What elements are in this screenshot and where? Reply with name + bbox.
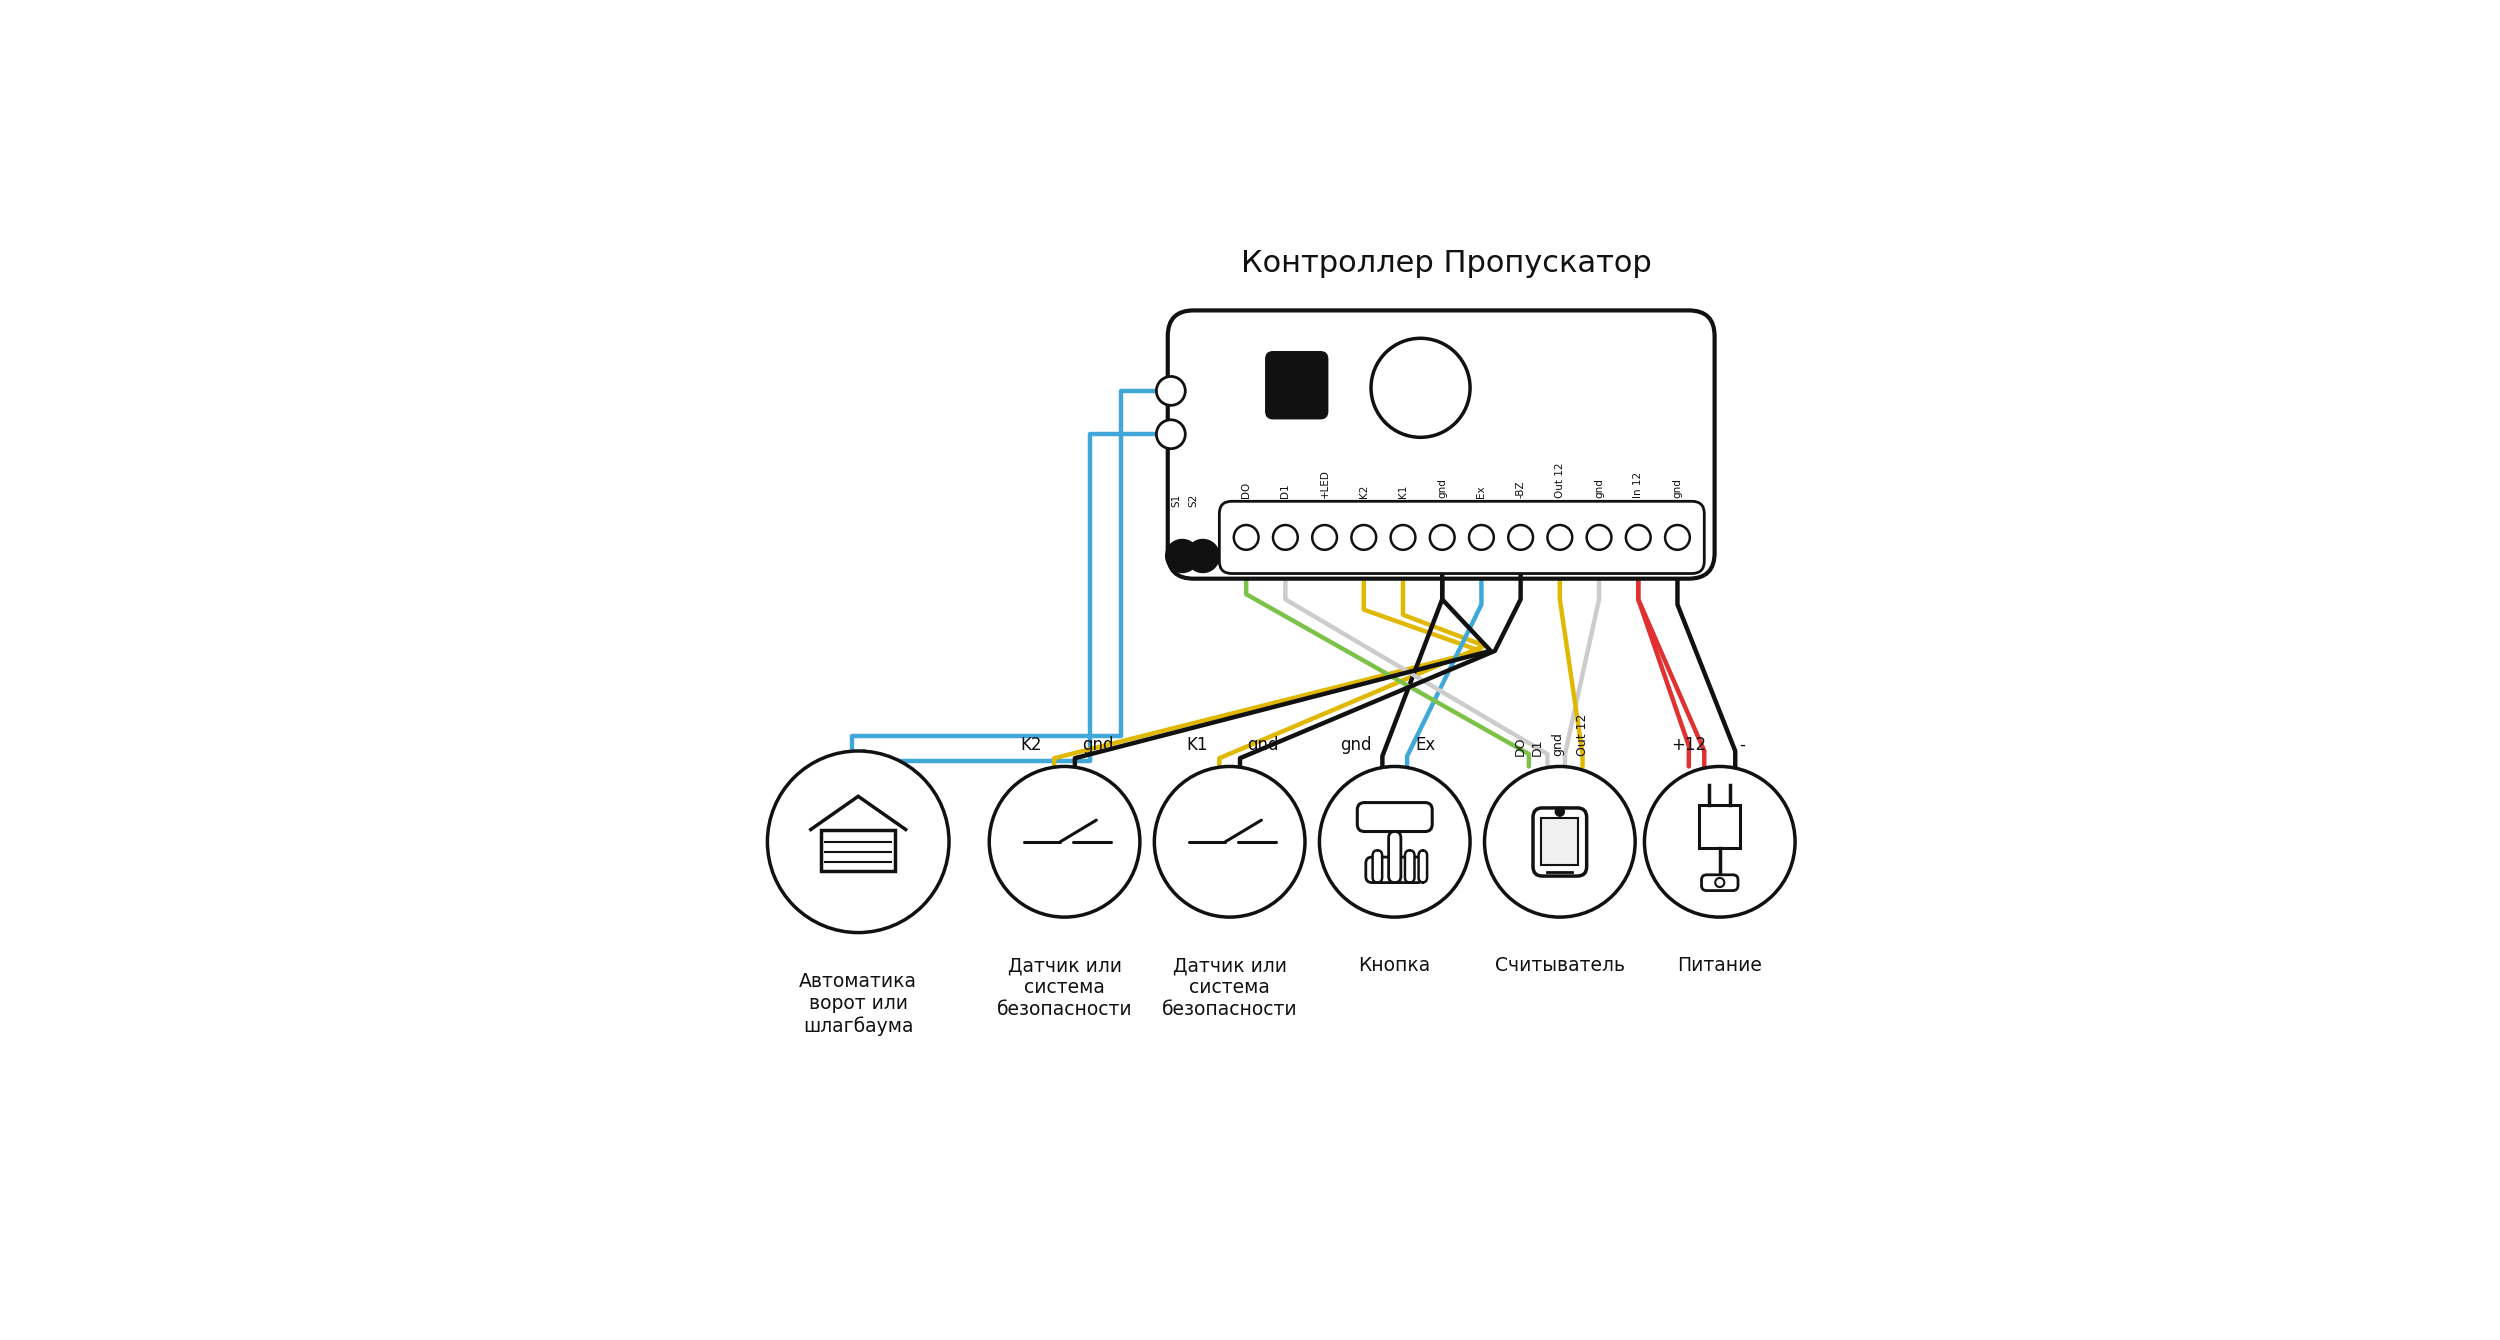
Circle shape bbox=[1312, 525, 1338, 549]
Text: D1: D1 bbox=[1280, 484, 1290, 498]
FancyBboxPatch shape bbox=[1405, 851, 1415, 883]
Text: K2: K2 bbox=[1020, 736, 1042, 754]
Text: gnd: gnd bbox=[1340, 736, 1372, 754]
Text: In 12: In 12 bbox=[1632, 472, 1642, 498]
Text: gnd: gnd bbox=[1248, 736, 1278, 754]
Circle shape bbox=[1352, 525, 1375, 549]
FancyBboxPatch shape bbox=[1372, 851, 1382, 883]
Text: Датчик или
система
безопасности: Датчик или система безопасности bbox=[998, 957, 1132, 1020]
Text: Ex: Ex bbox=[1415, 736, 1435, 754]
FancyBboxPatch shape bbox=[1388, 832, 1400, 883]
Circle shape bbox=[1155, 766, 1305, 917]
Text: Считыватель: Считыватель bbox=[1495, 957, 1625, 976]
Text: +12: +12 bbox=[1670, 736, 1708, 754]
Text: -BZ: -BZ bbox=[1515, 481, 1525, 498]
Circle shape bbox=[1158, 377, 1185, 405]
Text: K1: K1 bbox=[1398, 485, 1408, 498]
Text: Автоматика
ворот или
шлагбаума: Автоматика ворот или шлагбаума bbox=[800, 972, 918, 1036]
Text: Ex: Ex bbox=[1478, 485, 1488, 498]
FancyBboxPatch shape bbox=[1417, 851, 1427, 883]
FancyBboxPatch shape bbox=[1220, 501, 1705, 574]
Bar bbox=[820, 829, 895, 871]
Circle shape bbox=[1555, 807, 1565, 816]
Circle shape bbox=[1158, 419, 1185, 449]
Text: K2: K2 bbox=[1360, 485, 1370, 498]
FancyBboxPatch shape bbox=[1703, 875, 1738, 891]
Circle shape bbox=[1588, 525, 1612, 549]
Circle shape bbox=[1548, 525, 1572, 549]
Bar bbox=[1700, 804, 1740, 848]
FancyBboxPatch shape bbox=[1265, 351, 1328, 418]
Text: Кнопка: Кнопка bbox=[1358, 957, 1430, 976]
Circle shape bbox=[1272, 525, 1298, 549]
Text: Контроллер Пропускатор: Контроллер Пропускатор bbox=[1240, 249, 1652, 279]
FancyBboxPatch shape bbox=[1358, 803, 1432, 832]
FancyBboxPatch shape bbox=[1532, 808, 1588, 876]
Circle shape bbox=[1715, 878, 1725, 887]
Text: DO: DO bbox=[1240, 482, 1250, 498]
FancyBboxPatch shape bbox=[1365, 858, 1422, 883]
Text: K1: K1 bbox=[1185, 736, 1208, 754]
Text: +LED: +LED bbox=[1320, 469, 1330, 498]
Text: DO: DO bbox=[1515, 737, 1528, 756]
Circle shape bbox=[1430, 525, 1455, 549]
Circle shape bbox=[1235, 525, 1258, 549]
Text: Out 12: Out 12 bbox=[1555, 462, 1565, 498]
Circle shape bbox=[1485, 766, 1635, 917]
Circle shape bbox=[768, 750, 950, 933]
Text: gnd: gnd bbox=[1595, 478, 1605, 498]
Text: S2: S2 bbox=[1188, 494, 1198, 508]
Text: gnd: gnd bbox=[1438, 478, 1448, 498]
Circle shape bbox=[1470, 525, 1495, 549]
Circle shape bbox=[1188, 540, 1220, 572]
Circle shape bbox=[1370, 338, 1470, 437]
Bar bbox=[1542, 817, 1578, 866]
Circle shape bbox=[1165, 540, 1198, 572]
Text: S1: S1 bbox=[1170, 494, 1180, 508]
FancyBboxPatch shape bbox=[1168, 311, 1715, 579]
Circle shape bbox=[1390, 525, 1415, 549]
Text: Питание: Питание bbox=[1678, 957, 1762, 976]
Circle shape bbox=[1625, 525, 1650, 549]
Text: gnd: gnd bbox=[1672, 478, 1682, 498]
Text: gnd: gnd bbox=[1552, 732, 1565, 756]
Text: gnd: gnd bbox=[1082, 736, 1112, 754]
Text: Датчик или
система
безопасности: Датчик или система безопасности bbox=[1162, 957, 1298, 1020]
Text: -: - bbox=[1740, 736, 1745, 754]
Circle shape bbox=[990, 766, 1140, 917]
Circle shape bbox=[1645, 766, 1795, 917]
Text: Out 12: Out 12 bbox=[1575, 714, 1590, 756]
Text: D1: D1 bbox=[1530, 738, 1542, 756]
Circle shape bbox=[1320, 766, 1470, 917]
Circle shape bbox=[1508, 525, 1532, 549]
Circle shape bbox=[1665, 525, 1690, 549]
